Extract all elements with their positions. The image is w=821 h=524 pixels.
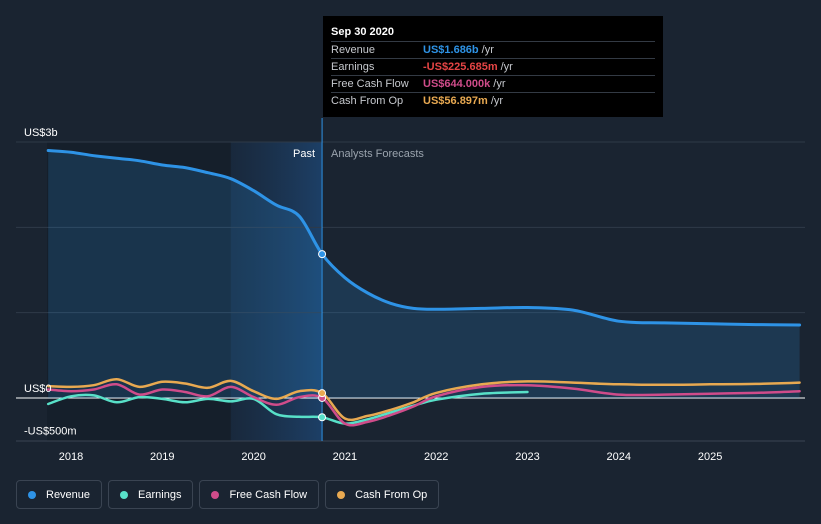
tooltip-unit: /yr	[500, 61, 513, 73]
tooltip-row-cash-from-op: Cash From Op US$56.897m /yr	[331, 92, 655, 109]
legend-dot-icon	[120, 490, 129, 499]
tooltip-label: Cash From Op	[331, 95, 404, 107]
legend-dot-icon	[28, 490, 36, 499]
tooltip-row-free-cash-flow: Free Cash Flow US$644.000k /yr	[331, 75, 655, 92]
series-lines	[46, 149, 802, 427]
tooltip-date: Sep 30 2020	[331, 26, 394, 38]
legend-label: Revenue	[46, 488, 91, 501]
revenue-area	[48, 150, 800, 398]
axis-labels: US$3b US$0 -US$500m 2018 2019 2020 2021 2022 202…	[24, 127, 722, 463]
tooltip-label: Earnings	[331, 61, 375, 73]
legend-item-cash-from-op[interactable]: Cash From Op	[325, 480, 440, 509]
x-tick-label: 2021	[333, 451, 357, 463]
tooltip: Sep 30 2020 Revenue US$1.686b /yr Earnin…	[323, 16, 663, 117]
legend-item-revenue[interactable]: Revenue	[16, 480, 103, 509]
tooltip-value: US$56.897m	[423, 95, 488, 107]
tooltip-unit: /yr	[481, 44, 494, 56]
legend-item-earnings[interactable]: Earnings	[108, 480, 194, 509]
tooltip-unit: /yr	[493, 78, 506, 90]
cash-from-op-marker	[318, 389, 327, 398]
analysts-forecasts-label: Analysts Forecasts	[331, 148, 424, 160]
past-label: Past	[293, 148, 315, 160]
x-tick-label: 2020	[241, 451, 265, 463]
legend-dot-icon	[211, 490, 220, 499]
y-tick-label: US$3b	[24, 127, 58, 139]
x-tick-label: 2024	[607, 451, 631, 463]
legend: Revenue Earnings Free Cash Flow Cash Fro…	[16, 480, 440, 509]
x-tick-label: 2023	[515, 451, 539, 463]
tooltip-unit: /yr	[490, 95, 504, 107]
free-cash-flow-line	[46, 382, 801, 427]
tooltip-label: Free Cash Flow	[331, 78, 409, 90]
tooltip-label: Revenue	[331, 44, 376, 56]
tooltip-row-earnings: Earnings -US$225.685m /yr	[331, 58, 655, 75]
x-tick-label: 2019	[150, 451, 174, 463]
x-tick-label: 2025	[698, 451, 722, 463]
cash-from-op-line	[46, 377, 801, 422]
legend-dot-icon	[337, 490, 346, 499]
revenue-area-fill	[48, 150, 800, 398]
legend-label: Free Cash Flow	[229, 488, 308, 501]
tooltip-markers	[318, 250, 327, 422]
y-tick-label: US$0	[24, 383, 52, 395]
tooltip-row-revenue: Revenue US$1.686b /yr	[331, 41, 655, 58]
revenue-line	[46, 149, 802, 327]
y-tick-label: -US$500m	[24, 426, 77, 438]
legend-label: Cash From Op	[355, 488, 428, 501]
x-tick-label: 2018	[59, 451, 83, 463]
tooltip-value: US$1.686b	[423, 44, 479, 56]
earnings-marker	[318, 413, 327, 422]
revenue-marker	[318, 250, 327, 259]
tooltip-value: -US$225.685m	[423, 61, 498, 73]
legend-label: Earnings	[138, 488, 182, 501]
tooltip-value: US$644.000k	[423, 78, 491, 90]
x-tick-label: 2022	[424, 451, 448, 463]
legend-item-free-cash-flow[interactable]: Free Cash Flow	[199, 480, 320, 509]
